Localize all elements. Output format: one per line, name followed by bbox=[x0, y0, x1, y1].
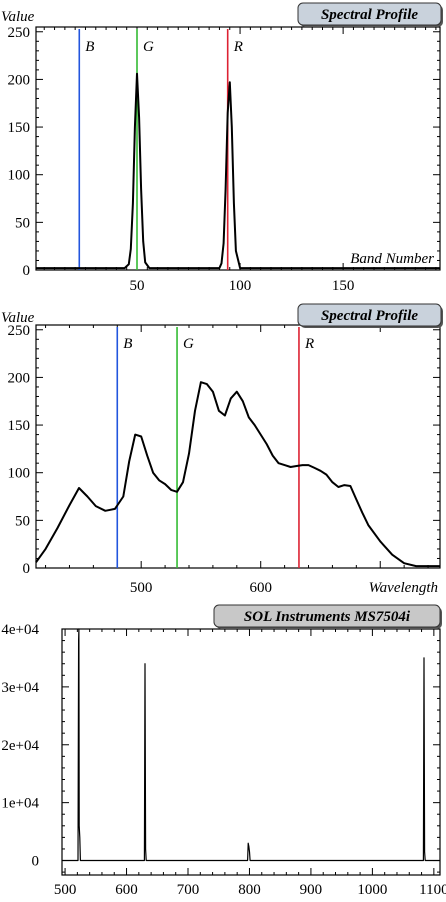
chart-2: 050100150200250500600700BGRValueWaveleng… bbox=[1, 303, 443, 596]
y-axis-label: Value bbox=[1, 9, 35, 25]
title-badge bbox=[213, 604, 441, 628]
y-tick-label: 50 bbox=[15, 215, 30, 231]
y-tick-label: 150 bbox=[8, 120, 31, 136]
x-tick-label: 600 bbox=[249, 580, 272, 596]
y-tick-label: 100 bbox=[8, 466, 31, 482]
y-tick-label: 0 bbox=[23, 263, 31, 279]
title-badge bbox=[297, 2, 442, 26]
x-tick-label: 100 bbox=[229, 278, 252, 294]
x-tick-label: 50 bbox=[130, 278, 145, 294]
x-tick-label: 600 bbox=[115, 882, 138, 897]
y-tick-label: 250 bbox=[8, 25, 31, 41]
x-tick-label: 700 bbox=[177, 882, 200, 897]
y-tick-label: 50 bbox=[15, 513, 30, 529]
x-axis-label-bg bbox=[346, 249, 436, 267]
y-tick-label: 150 bbox=[8, 418, 31, 434]
chart-3: 0 1e+04 2e+04 3e+04 4e+04 500 600 700 800 900 1000… bbox=[1, 604, 446, 898]
band-marker-label-r: R bbox=[233, 39, 243, 55]
x-tick-label: 1000 bbox=[357, 882, 387, 897]
band-marker-label-b: B bbox=[123, 336, 132, 352]
x-tick-label: 800 bbox=[238, 882, 261, 897]
y-tick-label: 0 bbox=[23, 561, 31, 577]
band-marker-label-g: G bbox=[183, 336, 194, 352]
band-marker-label-g: G bbox=[143, 39, 154, 55]
y-tick-label: 4e+04 bbox=[1, 622, 39, 638]
chart-title: SOL Instruments MS7504i bbox=[244, 609, 411, 625]
title-badge bbox=[297, 303, 442, 327]
plot-frame bbox=[35, 26, 441, 271]
chart-title: Spectral Profile bbox=[321, 308, 418, 324]
y-tick-label: 250 bbox=[8, 323, 31, 339]
x-axis-label: Wavelength bbox=[369, 580, 438, 596]
y-tick-label: 2e+04 bbox=[1, 738, 39, 754]
y-axis-label: Value bbox=[1, 310, 35, 326]
band-marker-label-b: B bbox=[85, 39, 94, 55]
x-tick-label: 500 bbox=[130, 580, 153, 596]
plot-frame bbox=[61, 628, 441, 876]
y-tick-label: 200 bbox=[8, 370, 31, 386]
chart-1: 0 50 100 150 200 250 50 100 150 B G R Value Band Numb… bbox=[1, 2, 443, 294]
plot-frame bbox=[35, 324, 441, 569]
x-tick-label: 150 bbox=[332, 278, 355, 294]
series-line bbox=[35, 381, 440, 568]
series-line bbox=[36, 72, 440, 270]
series-line bbox=[62, 628, 440, 862]
y-tick-label: 3e+04 bbox=[1, 680, 39, 696]
y-tick-label: 0 bbox=[32, 854, 40, 870]
band-marker-label-r: R bbox=[304, 336, 314, 352]
x-tick-label: 1100 bbox=[419, 882, 446, 897]
x-tick-label: 900 bbox=[300, 882, 323, 897]
x-axis-label: Band Number bbox=[350, 251, 434, 267]
y-tick-label: 100 bbox=[8, 168, 31, 184]
x-axis-label-bg bbox=[358, 578, 440, 596]
y-tick-label: 1e+04 bbox=[1, 796, 39, 812]
x-tick-label: 500 bbox=[54, 882, 77, 897]
chart-title: Spectral Profile bbox=[321, 7, 418, 23]
y-tick-label: 200 bbox=[8, 72, 31, 88]
